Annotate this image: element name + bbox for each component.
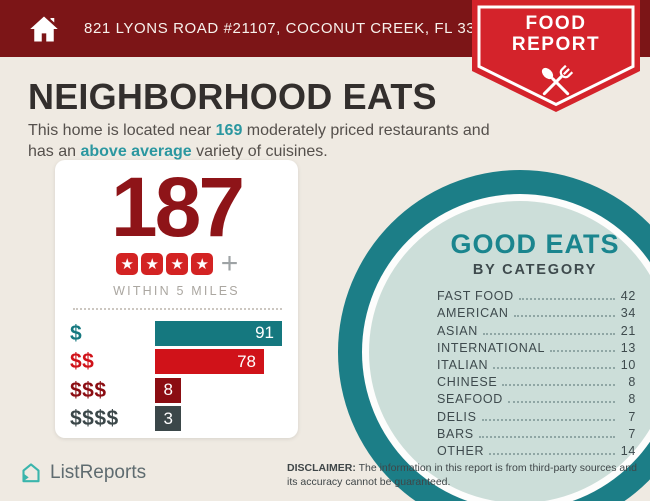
category-value: 14 xyxy=(620,443,636,458)
price-bar-row: $$$$ 3 xyxy=(70,406,282,432)
category-list: FAST FOOD 42 AMERICAN 34 ASIAN 21 INTERNATIONA… xyxy=(420,286,650,458)
category-label: ITALIAN xyxy=(437,357,489,372)
crossed-spoon-fork-icon xyxy=(541,64,574,96)
dotted-leader xyxy=(518,298,615,301)
category-value: 8 xyxy=(628,392,636,407)
bar-track: 78 xyxy=(155,349,282,375)
price-bar-row: $$$ 8 xyxy=(70,377,282,403)
restaurant-count-highlight: 169 xyxy=(215,122,243,139)
category-value: 7 xyxy=(628,426,636,441)
price-bar-row: $91 xyxy=(70,320,282,346)
dotted-leader xyxy=(502,384,615,387)
disclaimer-text: The information in this report is from t… xyxy=(287,462,637,489)
plus-sign: + xyxy=(220,247,239,281)
category-row: SEAFOOD 8 xyxy=(437,389,636,406)
total-restaurant-count: 187 xyxy=(110,160,245,254)
category-value: 10 xyxy=(620,357,636,372)
radius-caption: WITHIN 5 MILES xyxy=(113,283,240,298)
dotted-leader xyxy=(508,401,615,404)
disclaimer-label: DISCLAIMER: xyxy=(287,462,356,474)
price-bar-row: $$ 78 xyxy=(70,349,282,375)
category-row: OTHER 14 xyxy=(437,441,636,458)
food-report-badge: FOOD REPORT xyxy=(472,0,640,118)
category-value: 34 xyxy=(620,306,636,321)
price-bar: 3 xyxy=(155,406,181,432)
good-eats-title: GOOD EATS xyxy=(450,229,620,259)
dotted-leader xyxy=(489,452,615,455)
bar-track: 3 xyxy=(155,406,282,432)
category-label: AMERICAN xyxy=(437,306,509,321)
price-bar: 78 xyxy=(155,349,264,375)
home-icon xyxy=(30,16,58,41)
good-eats-subtitle: BY CATEGORY xyxy=(472,262,598,278)
badge-word-food: FOOD xyxy=(525,13,587,34)
category-row: DELIS 7 xyxy=(437,406,636,424)
category-label: CHINESE xyxy=(437,375,498,390)
dotted-divider xyxy=(73,307,282,310)
intro-line1-post: moderately priced restaurants and xyxy=(242,122,490,139)
category-value: 8 xyxy=(628,375,636,390)
bar-value: 8 xyxy=(163,380,173,400)
price-tier-label: $$ xyxy=(70,350,95,374)
badge-word-report: REPORT xyxy=(511,33,601,55)
price-bar-chart: $91 $$ 78 $$$ 8 $$$$ 3 xyxy=(55,320,298,432)
category-row: BARS 7 xyxy=(437,424,636,441)
price-tier-label: $$$$ xyxy=(70,407,119,431)
intro-text: This home is located near 169 moderately… xyxy=(28,120,528,163)
dotted-leader xyxy=(478,435,615,438)
good-eats-panel: GOOD EATS BY CATEGORY FAST FOOD 42 AMERICA… xyxy=(420,229,650,458)
category-label: DELIS xyxy=(437,409,477,424)
intro-line2-post: variety of cuisines. xyxy=(191,143,328,161)
dotted-leader xyxy=(550,349,615,352)
category-label: BARS xyxy=(437,426,474,441)
listreports-brand: ListReports xyxy=(19,461,146,485)
dotted-leader xyxy=(483,332,615,335)
property-address: 821 LYONS ROAD #21107, COCONUT CREEK, FL… xyxy=(84,20,503,37)
category-row: INTERNATIONAL 13 xyxy=(437,338,636,355)
category-value: 42 xyxy=(620,289,636,304)
star-icon: ★ xyxy=(141,253,164,276)
category-value: 21 xyxy=(620,323,636,338)
badge-ribbon-shape xyxy=(472,0,640,112)
bar-value: 78 xyxy=(237,351,256,371)
bar-value: 3 xyxy=(163,408,173,428)
star-icon: ★ xyxy=(191,253,214,276)
star-icon: ★ xyxy=(116,253,139,276)
intro-line2-pre: has an xyxy=(28,143,81,161)
category-row: ASIAN 21 xyxy=(437,320,636,338)
dotted-leader xyxy=(493,366,615,369)
star-rating: ★ ★ ★ ★ + xyxy=(55,247,298,281)
dotted-leader xyxy=(513,315,615,318)
bar-value: 91 xyxy=(255,323,274,343)
bar-track: 8 xyxy=(155,377,282,403)
category-value: 13 xyxy=(620,340,636,355)
price-tier-label: $$$ xyxy=(70,378,107,402)
category-value: 7 xyxy=(628,409,636,424)
restaurant-summary-card: 187 ★ ★ ★ ★ + WITHIN 5 MILES $91 $$ 78 $$$ 8 $$$$… xyxy=(55,160,298,438)
category-row: ITALIAN 10 xyxy=(437,355,636,372)
category-label: OTHER xyxy=(437,443,485,458)
category-row: FAST FOOD 42 xyxy=(437,286,636,303)
brand-name: ListReports xyxy=(50,462,147,483)
bar-track: 91 xyxy=(155,320,282,346)
price-bar: 91 xyxy=(155,320,282,346)
listreports-house-icon xyxy=(22,463,40,483)
star-icon: ★ xyxy=(166,253,189,276)
page-title: NEIGHBORHOOD EATS xyxy=(28,76,437,117)
category-label: ASIAN xyxy=(437,323,479,338)
dotted-leader xyxy=(481,418,615,421)
category-row: AMERICAN 34 xyxy=(437,303,636,320)
variety-highlight: above average xyxy=(80,143,192,161)
disclaimer: DISCLAIMER: The information in this repo… xyxy=(287,461,649,489)
category-label: INTERNATIONAL xyxy=(437,340,546,355)
price-tier-label: $ xyxy=(70,321,83,345)
category-label: FAST FOOD xyxy=(437,289,514,304)
good-eats-circle xyxy=(338,170,650,501)
price-bar: 8 xyxy=(155,377,181,403)
category-row: CHINESE 8 xyxy=(437,372,636,389)
intro-line1-pre: This home is located near xyxy=(28,122,216,139)
badge-text: FOOD REPORT xyxy=(472,13,640,56)
category-label: SEAFOOD xyxy=(437,392,504,407)
